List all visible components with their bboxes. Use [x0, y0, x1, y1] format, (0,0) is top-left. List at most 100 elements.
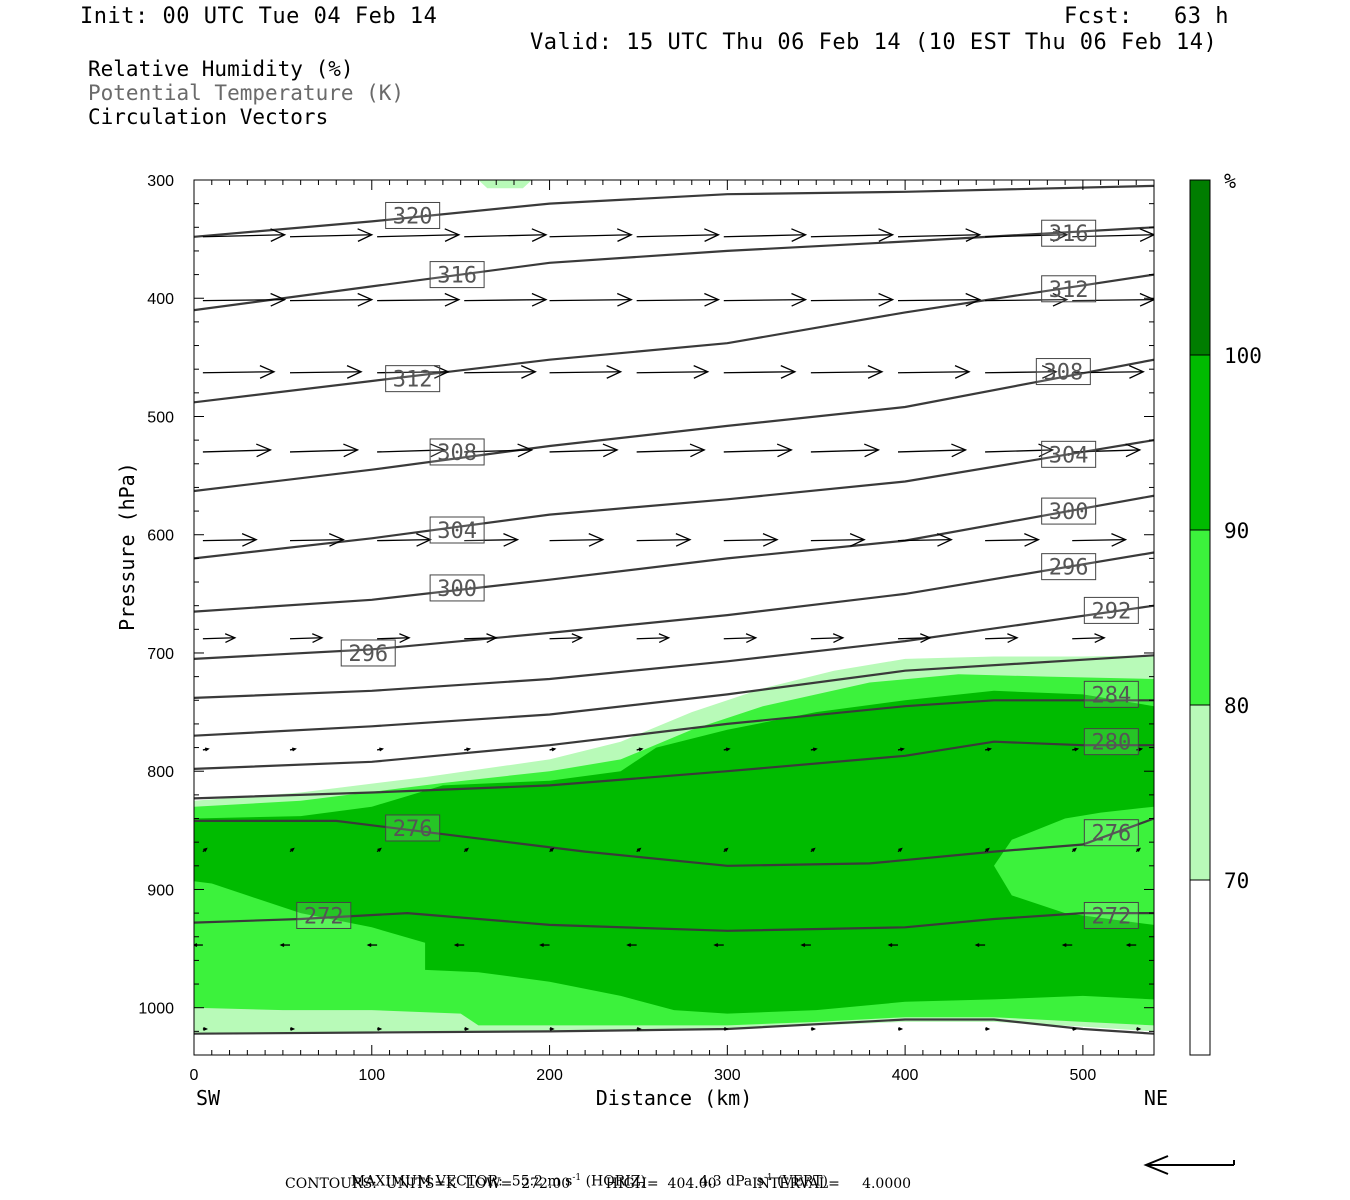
vector-shaft [464, 234, 547, 238]
reference-vector-arrow [1143, 1155, 1235, 1175]
colorbar-segment [1190, 180, 1210, 355]
vector-shaft [897, 371, 970, 374]
vector-shaft [636, 371, 708, 374]
vector-head [259, 365, 276, 379]
circulation-vector [202, 847, 208, 853]
circulation-vector [549, 443, 619, 458]
vector-head [899, 747, 905, 752]
circulation-vector [1125, 943, 1137, 947]
vector-shaft [897, 637, 931, 640]
vector-head [1136, 847, 1141, 852]
vector-head [693, 365, 710, 379]
circulation-vector [549, 747, 557, 752]
vector-head [1139, 292, 1154, 307]
circulation-vector [376, 847, 382, 853]
vector-head [203, 1027, 209, 1031]
vector-head [636, 1027, 642, 1031]
vector-shaft [723, 234, 806, 238]
vector-head [1136, 1027, 1142, 1031]
circulation-vector [279, 943, 290, 947]
vector-shaft [377, 637, 410, 640]
circulation-vector [636, 633, 671, 643]
theta-contour-304 [194, 439, 1154, 560]
circulation-vector [1072, 228, 1154, 242]
vector-shaft [377, 538, 431, 542]
vector-head [464, 1027, 470, 1031]
circulation-vector [289, 633, 324, 643]
circulation-vector [626, 943, 637, 947]
vector-head [800, 943, 806, 947]
vector-head [379, 747, 385, 752]
theta-label-text: 300 [437, 577, 477, 602]
vector-shaft [202, 234, 285, 238]
vector-shaft [464, 449, 532, 453]
max-vector-vert: 4.3 dPa s [699, 1173, 764, 1190]
theta-label-text: 296 [1049, 556, 1089, 581]
circulation-vector [723, 533, 779, 547]
unit-exponent: -1 [572, 1173, 582, 1183]
theta-label-284: 284 [1083, 680, 1139, 708]
vector-head [713, 943, 719, 947]
y-tick-label: 300 [147, 173, 174, 190]
theta-label-box [1083, 819, 1139, 847]
circulation-vector [1061, 943, 1073, 947]
theta-label-300: 300 [429, 574, 485, 602]
theta-label-272: 272 [1083, 901, 1139, 929]
vector-head [453, 943, 459, 947]
vector-head [974, 943, 980, 947]
vector-shaft [202, 637, 235, 640]
max-vector-horiz: MAXIMUM VECTOR: 55.2 m s [350, 1173, 573, 1190]
circulation-vector [464, 228, 548, 242]
theta-label-box [429, 261, 485, 289]
vector-head [920, 633, 932, 643]
colorbar-segment [1190, 530, 1210, 705]
circulation-vector [1136, 1027, 1142, 1031]
vector-head [636, 847, 642, 852]
theta-label-box [429, 574, 485, 602]
vector-head [224, 633, 237, 643]
vector-head [1094, 633, 1106, 643]
vector-shaft [985, 298, 1067, 302]
theta-label-text: 272 [304, 904, 344, 929]
vector-head [1128, 365, 1145, 379]
circulation-vector [549, 633, 584, 643]
circulation-vector [887, 943, 898, 947]
theta-label-box [385, 814, 441, 842]
circulation-vector [723, 747, 731, 752]
circulation-vector [202, 443, 273, 458]
vector-head [1072, 1027, 1078, 1031]
circulation-vector [464, 443, 534, 458]
circulation-vector [636, 747, 644, 752]
theta-label-text: 316 [437, 264, 477, 289]
vector-head [745, 633, 758, 643]
vector-head [539, 943, 544, 947]
circulation-vector [377, 1027, 383, 1031]
circulation-vector [1072, 365, 1145, 379]
vector-shaft [289, 298, 372, 302]
circulation-vector [453, 943, 465, 947]
vector-head [464, 847, 469, 852]
circulation-vector [985, 228, 1069, 242]
theta-label-box [340, 639, 396, 667]
circulation-vector [810, 365, 884, 379]
vector-shaft [810, 234, 893, 238]
vector-head [588, 533, 605, 547]
vector-shaft [1072, 449, 1140, 453]
y-tick-label: 900 [147, 882, 174, 899]
x-tick-label: 500 [1070, 1067, 1097, 1084]
vector-head [1125, 943, 1131, 947]
vector-head [1007, 633, 1019, 643]
vector-shaft [723, 637, 756, 640]
circulation-vector [984, 847, 990, 853]
circulation-vector [1136, 747, 1144, 752]
vector-head [549, 847, 555, 852]
circulation-vector [289, 747, 297, 752]
vector-head [780, 365, 797, 379]
theta-label-text: 316 [1049, 222, 1089, 247]
circulation-vector [377, 228, 461, 242]
vector-shaft [202, 538, 257, 542]
vector-shaft [723, 449, 792, 453]
vector-head [936, 533, 953, 547]
circulation-vector [464, 1027, 470, 1031]
